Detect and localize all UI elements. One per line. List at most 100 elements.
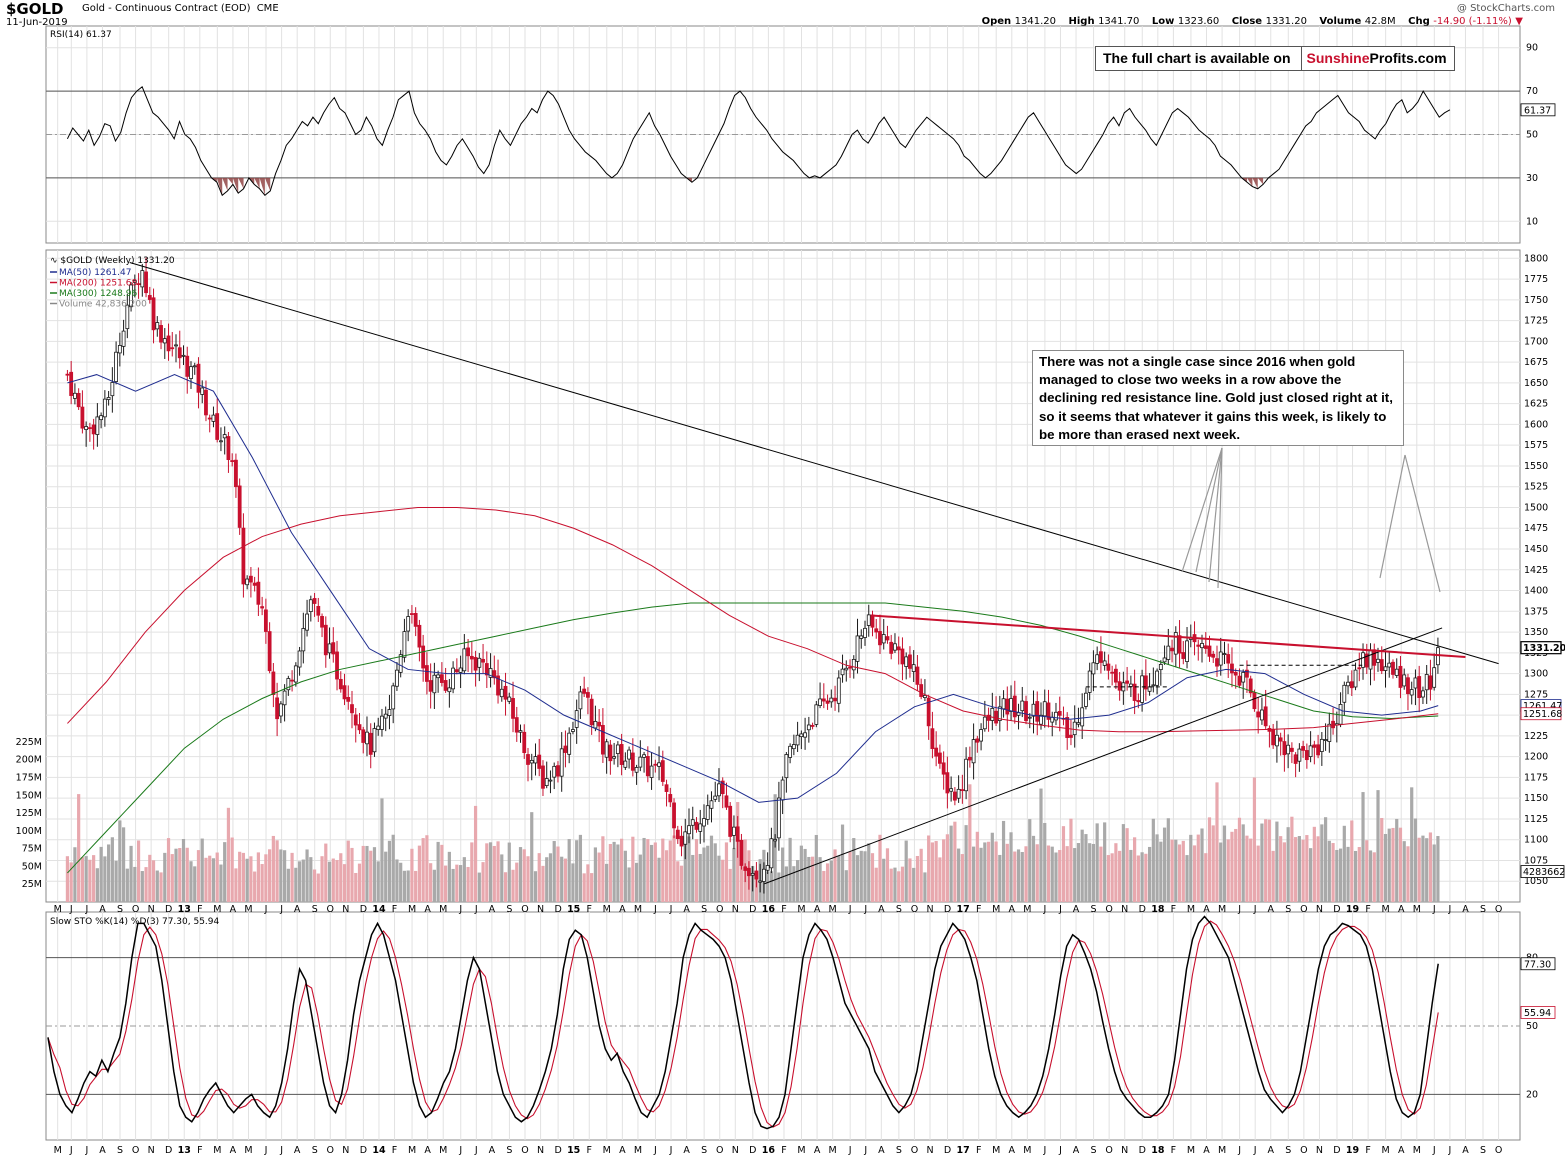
candle-down: [439, 674, 444, 683]
volume-bar: [788, 837, 792, 902]
volume-bar: [155, 870, 159, 902]
volume-bar: [1211, 825, 1215, 902]
volume-bar: [350, 847, 354, 902]
candle-up: [211, 414, 216, 422]
candle-up: [1076, 722, 1081, 725]
candle-down: [237, 485, 242, 528]
x-axis-label: S: [506, 904, 512, 915]
volume-bar: [1234, 828, 1238, 902]
candle-down: [937, 752, 942, 764]
candle-up: [1173, 632, 1178, 655]
volume-bar: [320, 856, 324, 902]
volume-bar: [1331, 843, 1335, 902]
x-axis-label: J: [279, 904, 283, 915]
volume-bar: [305, 849, 309, 902]
x-axis-label: J: [1253, 904, 1257, 915]
candle-down: [350, 704, 354, 714]
x-axis-label: J: [1432, 904, 1436, 915]
candle-up: [125, 304, 130, 330]
volume-bar: [661, 838, 665, 902]
volume-bar: [1166, 818, 1170, 902]
candle-up: [1286, 744, 1291, 755]
volume-bar: [421, 838, 425, 902]
volume-bar: [1323, 817, 1328, 902]
candle-down: [747, 867, 751, 877]
rsi-current-value-box: [1520, 103, 1556, 117]
price-y-tick: 1275: [1524, 689, 1548, 700]
x-axis-label: J: [84, 904, 88, 915]
volume-bar: [1264, 819, 1268, 902]
candle-up: [638, 756, 643, 768]
candle-up: [1346, 681, 1350, 687]
volume-bar: [957, 848, 961, 902]
volume-bar: [1252, 777, 1257, 902]
volume-bar: [387, 840, 392, 902]
candle-up: [893, 643, 897, 651]
candle-down: [346, 696, 351, 702]
volume-y-tick: 50M: [22, 861, 42, 872]
x-axis-label: A: [1073, 1145, 1080, 1156]
candle-up: [189, 366, 193, 379]
volume-bar: [1353, 850, 1358, 902]
candle-up: [702, 818, 706, 827]
candle-down: [986, 714, 991, 721]
x-axis-label: N: [342, 1145, 349, 1156]
volume-bar: [1297, 836, 1301, 902]
volume-bar: [668, 840, 672, 902]
volume-bar: [548, 853, 553, 902]
candle-down: [739, 839, 744, 866]
sto-y-tick: 50: [1526, 1021, 1538, 1032]
volume-bar: [342, 864, 347, 902]
volume-bar: [1346, 846, 1350, 902]
volume-bar: [563, 858, 568, 902]
candle-up: [717, 783, 721, 797]
candle-up: [117, 345, 122, 354]
candle-down: [424, 665, 429, 682]
x-axis-label: N: [926, 904, 933, 915]
high-value: 1341.70: [1098, 16, 1140, 27]
x-axis-label: A: [489, 1145, 496, 1156]
volume-bar: [1395, 818, 1399, 902]
candle-down: [930, 728, 935, 750]
candle-down: [735, 826, 740, 842]
volume-bar: [638, 854, 642, 902]
candle-up: [1361, 652, 1365, 668]
candle-up: [305, 613, 309, 631]
volume-bar: [990, 832, 994, 902]
candle-down: [889, 641, 894, 654]
volume-bar: [107, 844, 111, 902]
volume-bar: [95, 868, 99, 902]
candle-down: [660, 760, 665, 782]
last-value-box: [1520, 641, 1562, 655]
volume-bar: [537, 853, 541, 902]
candle-up: [683, 831, 688, 845]
volume-bar: [1226, 839, 1230, 902]
volume-bar: [784, 866, 788, 902]
volume-bar: [616, 844, 620, 902]
candle-down: [1181, 652, 1186, 659]
candle-down: [833, 697, 837, 702]
volume-bar: [312, 869, 317, 902]
legend-entry: MA(300) 1248.96: [59, 289, 137, 299]
rsi-oversold-shading: [238, 177, 244, 189]
volume-bar: [444, 865, 448, 902]
volume-bar: [1275, 821, 1279, 902]
price-y-tick: 1450: [1524, 544, 1548, 555]
x-axis-label: D: [1333, 904, 1340, 915]
x-axis-label: F: [781, 904, 786, 915]
x-axis-label: M: [829, 904, 837, 915]
candle-down: [1289, 747, 1294, 752]
volume-bar: [814, 834, 818, 902]
x-axis-label: N: [1316, 904, 1323, 915]
volume-bar: [1129, 849, 1133, 902]
price-y-tick: 1625: [1524, 399, 1548, 410]
candle-down: [185, 355, 190, 377]
candle-down: [514, 717, 519, 733]
x-axis-label: M: [829, 1145, 837, 1156]
x-axis-label: A: [1073, 904, 1080, 915]
volume-bar: [125, 868, 129, 902]
candle-down: [207, 417, 212, 420]
volume-bar: [1125, 828, 1129, 902]
candle-down: [743, 866, 748, 871]
candle-up: [110, 382, 115, 397]
